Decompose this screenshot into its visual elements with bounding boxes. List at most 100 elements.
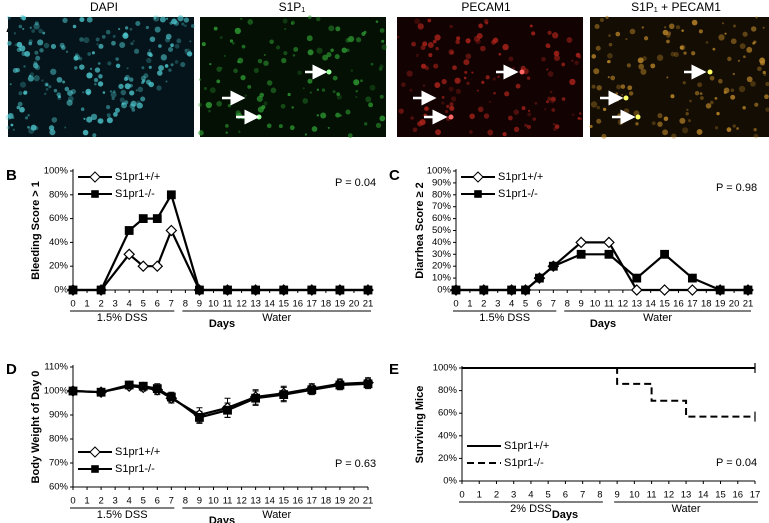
texture bbox=[753, 133, 759, 139]
texture bbox=[428, 53, 433, 58]
texture bbox=[330, 48, 334, 53]
texture bbox=[450, 50, 454, 55]
texture bbox=[140, 96, 146, 102]
texture bbox=[173, 20, 179, 26]
texture bbox=[102, 91, 106, 94]
texture bbox=[111, 96, 115, 101]
texture bbox=[14, 43, 18, 47]
texture bbox=[664, 26, 667, 29]
texture bbox=[74, 54, 78, 58]
texture bbox=[137, 86, 144, 93]
texture bbox=[148, 65, 152, 69]
x-tick-label: 15 bbox=[659, 299, 670, 310]
texture bbox=[355, 37, 362, 43]
texture bbox=[448, 49, 455, 55]
texture bbox=[355, 96, 358, 99]
texture bbox=[730, 88, 735, 93]
texture bbox=[718, 78, 723, 84]
texture bbox=[544, 108, 547, 111]
texture bbox=[287, 92, 291, 97]
texture bbox=[548, 45, 551, 48]
x-tick-label: 2 bbox=[98, 496, 103, 507]
texture bbox=[257, 58, 263, 64]
y-tick-label: 20% bbox=[49, 261, 69, 272]
y-tick-label: 100% bbox=[44, 166, 69, 177]
y-tick-label: 100% bbox=[427, 166, 452, 177]
x-tick-label: 0 bbox=[70, 496, 75, 507]
x-tick-label: 2 bbox=[481, 299, 486, 310]
x-tick-label: 0 bbox=[459, 490, 464, 501]
marker bbox=[363, 285, 373, 295]
series-line bbox=[73, 227, 368, 292]
texture bbox=[644, 36, 649, 41]
texture bbox=[6, 125, 10, 130]
marker bbox=[743, 285, 753, 295]
y-tick-label: 40% bbox=[49, 237, 69, 248]
texture bbox=[480, 45, 486, 52]
texture bbox=[257, 106, 264, 113]
x-tick-label: 10 bbox=[590, 299, 601, 310]
texture bbox=[589, 124, 593, 129]
texture bbox=[422, 84, 426, 87]
texture bbox=[335, 112, 341, 118]
texture bbox=[43, 42, 50, 49]
texture bbox=[269, 39, 274, 45]
texture bbox=[293, 47, 299, 52]
texture bbox=[681, 29, 684, 32]
image-label: S1P₁ bbox=[279, 0, 306, 14]
texture bbox=[309, 91, 312, 94]
texture bbox=[96, 43, 99, 46]
texture bbox=[129, 77, 134, 82]
texture bbox=[699, 92, 703, 95]
marker bbox=[138, 214, 148, 224]
texture bbox=[621, 119, 624, 122]
marker bbox=[223, 405, 232, 415]
texture bbox=[316, 88, 320, 91]
texture bbox=[18, 91, 23, 96]
texture bbox=[608, 34, 611, 37]
marker bbox=[165, 224, 178, 237]
texture bbox=[263, 60, 269, 66]
texture bbox=[302, 98, 309, 104]
texture bbox=[156, 85, 162, 91]
texture bbox=[94, 67, 101, 73]
texture bbox=[675, 25, 681, 30]
texture bbox=[253, 67, 259, 74]
texture bbox=[120, 89, 127, 96]
texture bbox=[732, 72, 735, 76]
texture bbox=[432, 39, 437, 44]
x-tick-label: 1 bbox=[467, 299, 472, 310]
texture bbox=[123, 76, 129, 82]
texture bbox=[12, 68, 18, 73]
texture bbox=[353, 79, 360, 86]
marker bbox=[137, 260, 150, 273]
texture bbox=[552, 32, 559, 39]
texture bbox=[554, 124, 560, 129]
texture bbox=[401, 82, 406, 88]
texture bbox=[550, 96, 556, 102]
texture bbox=[420, 45, 426, 51]
x-tick-label: 1 bbox=[84, 496, 89, 507]
texture bbox=[320, 112, 327, 119]
texture bbox=[205, 101, 213, 109]
texture bbox=[198, 103, 202, 107]
x-tick-label: 8 bbox=[565, 299, 570, 310]
texture bbox=[118, 27, 121, 31]
texture bbox=[148, 49, 151, 52]
texture bbox=[130, 100, 137, 107]
texture bbox=[445, 109, 449, 114]
x-tick-label: 8 bbox=[183, 299, 188, 310]
x-tick-label: 1 bbox=[84, 299, 89, 310]
marker bbox=[68, 386, 78, 396]
texture bbox=[727, 56, 732, 62]
texture bbox=[241, 44, 246, 49]
texture bbox=[23, 91, 27, 95]
texture bbox=[266, 123, 272, 129]
texture bbox=[475, 38, 481, 45]
texture bbox=[541, 56, 546, 62]
texture bbox=[12, 128, 16, 132]
texture bbox=[164, 64, 169, 68]
y-tick-label: 80% bbox=[49, 189, 69, 200]
texture bbox=[316, 47, 323, 54]
